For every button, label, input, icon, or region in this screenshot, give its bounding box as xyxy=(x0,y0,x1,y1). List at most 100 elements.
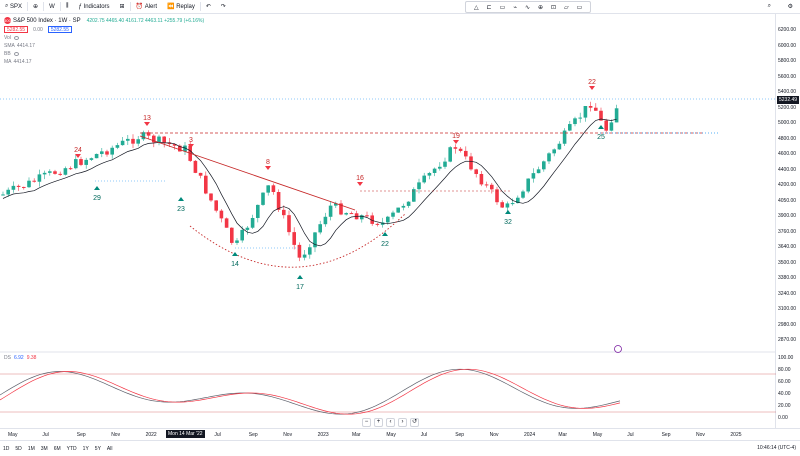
redo-button[interactable]: ↷ xyxy=(216,0,231,14)
top-marker-label: 19 xyxy=(452,133,460,140)
price-axis-label: 5000.00 xyxy=(778,120,797,126)
interval-button[interactable]: W xyxy=(44,0,60,14)
legend-ohlc: 4202.75 4465.40 4161.72 4463.11 +255.79 … xyxy=(86,17,205,24)
candle-body xyxy=(250,217,255,228)
price-chart[interactable]: 24 13 3 8 16 19 22 29 23 14 17 22 32 25 xyxy=(0,14,776,428)
settings-button[interactable]: ⚙ xyxy=(783,0,798,14)
indicator-value: 4414.17 xyxy=(13,59,32,65)
candle-body xyxy=(422,175,426,183)
candle-body xyxy=(609,122,614,131)
time-axis-label: Mar xyxy=(352,432,361,438)
legend-title[interactable]: S&P 500 Index · 1W · SP xyxy=(13,17,81,24)
candle-body xyxy=(162,136,166,143)
draw-tool-2[interactable]: ⊏ xyxy=(486,4,492,11)
compare-icon xyxy=(614,345,622,353)
time-axis-label: Sep xyxy=(455,432,465,438)
range-button[interactable]: 1M xyxy=(27,445,35,452)
scroll-right-button[interactable]: › xyxy=(398,418,407,427)
price-axis-label: 2980.00 xyxy=(778,321,797,328)
undo-button[interactable]: ↶ xyxy=(201,0,216,14)
bottom-marker-arrow xyxy=(178,197,184,201)
candle-body xyxy=(594,107,598,111)
candle-body xyxy=(318,224,322,233)
search-button[interactable]: ⌕ xyxy=(763,0,776,14)
bottom-marker-arrow xyxy=(94,186,100,190)
price-axis-label: 3240.00 xyxy=(778,290,797,297)
draw-tool-4[interactable]: ⌁ xyxy=(513,4,517,11)
range-button[interactable]: All xyxy=(106,445,113,452)
candle-body xyxy=(432,168,437,173)
candle-body xyxy=(365,215,369,217)
oscillator-axis-label: 20.00 xyxy=(778,403,791,409)
range-button[interactable]: 5Y xyxy=(94,445,101,452)
indicators-button[interactable]: ƒ Indicators xyxy=(74,0,115,14)
draw-tool-6[interactable]: ⊕ xyxy=(537,4,544,11)
reset-chart-button[interactable]: ↺ xyxy=(410,418,419,427)
sell-price-button[interactable]: 5282.55 xyxy=(4,26,29,33)
price-axis[interactable]: 6200.00 6000.00 5800.00 5600.00 5400.00 5200.… xyxy=(776,14,800,354)
range-button[interactable]: 6M xyxy=(53,445,61,452)
time-axis-label: 2025 xyxy=(730,432,742,438)
oscillator-axis[interactable]: 100.00 80.00 60.00 40.00 20.00 0.00 xyxy=(776,352,800,422)
range-button[interactable]: 1Y xyxy=(82,445,89,452)
top-marker-label: 13 xyxy=(143,115,151,122)
price-axis-label: 3900.00 xyxy=(778,213,797,219)
moving-average-group xyxy=(2,118,617,247)
clock: 10:46:14 (UTC-4) xyxy=(757,445,796,451)
candle-body xyxy=(562,130,567,144)
time-axis[interactable]: May Jul Sep Nov 2022 May Jul Sep Nov 2023 Mar May Ju… xyxy=(0,428,800,439)
price-axis-label: 4050.00 xyxy=(778,197,797,204)
draw-tool-5[interactable]: ∿ xyxy=(524,4,530,11)
candle-body xyxy=(360,215,364,220)
scroll-left-button[interactable]: ‹ xyxy=(386,418,395,427)
add-symbol-button[interactable]: ⊕ xyxy=(28,0,43,14)
bottom-marker-arrow xyxy=(382,232,388,236)
zoom-out-button[interactable]: − xyxy=(362,418,371,427)
alert-button[interactable]: ⏰ Alert xyxy=(131,0,162,14)
bottom-marker-arrow xyxy=(598,125,604,129)
eye-icon[interactable] xyxy=(13,52,19,56)
draw-tool-8[interactable]: ▱ xyxy=(564,4,569,11)
legend-title-row: 500 S&P 500 Index · 1W · SP 4202.75 4465… xyxy=(4,16,204,25)
zoom-in-button[interactable]: + xyxy=(374,418,383,427)
candle-body xyxy=(136,139,140,144)
replay-button[interactable]: ⏪ Replay xyxy=(162,0,200,14)
buy-price-button[interactable]: 5282.55 xyxy=(47,26,72,33)
candle-body xyxy=(495,189,499,203)
candle-body xyxy=(323,216,328,225)
oscillator-legend[interactable]: DS 6.92 9.38 xyxy=(4,355,36,361)
price-axis-label: 4800.00 xyxy=(778,135,797,142)
draw-tool-7[interactable]: ⊡ xyxy=(551,4,557,11)
range-button[interactable]: 3M xyxy=(40,445,48,452)
draw-tool-1[interactable]: △ xyxy=(474,4,479,11)
chart-type-button[interactable]: ⫼ xyxy=(61,0,74,14)
candle-body xyxy=(510,203,515,205)
symbol-search[interactable]: ⌕ SPX xyxy=(0,0,27,14)
candle-body xyxy=(412,189,416,202)
top-marker-arrow xyxy=(357,182,363,186)
layout-button[interactable]: ⊞ xyxy=(115,0,130,14)
draw-tool-9[interactable]: ▭ xyxy=(576,4,583,11)
indicator-row-ma[interactable]: MA 4414.17 xyxy=(4,58,204,66)
indicator-row-vol[interactable]: Vol xyxy=(4,34,204,42)
bottom-marker-arrow xyxy=(297,275,303,279)
candle-body xyxy=(505,203,510,208)
candle-body xyxy=(214,200,218,211)
oscillator-name: DS xyxy=(4,355,11,361)
candle-body xyxy=(89,158,94,160)
alert-label: Alert xyxy=(144,3,158,10)
candle-body xyxy=(614,108,619,123)
candle-body xyxy=(526,178,530,192)
eye-icon[interactable] xyxy=(13,36,19,40)
candle-body xyxy=(308,247,312,255)
range-button[interactable]: 1D xyxy=(3,445,10,452)
indicator-row-sma[interactable]: SMA 4414.17 xyxy=(4,42,204,50)
range-button[interactable]: YTD xyxy=(66,445,77,452)
indicator-row-bb[interactable]: BB xyxy=(4,50,204,58)
candle-body xyxy=(53,171,57,174)
range-button[interactable]: 5D xyxy=(15,445,22,452)
draw-tool-3[interactable]: ▭ xyxy=(499,4,506,11)
candle-body xyxy=(297,244,302,258)
replay-label: Replay xyxy=(176,3,195,10)
time-axis-label: Jul xyxy=(42,432,49,438)
